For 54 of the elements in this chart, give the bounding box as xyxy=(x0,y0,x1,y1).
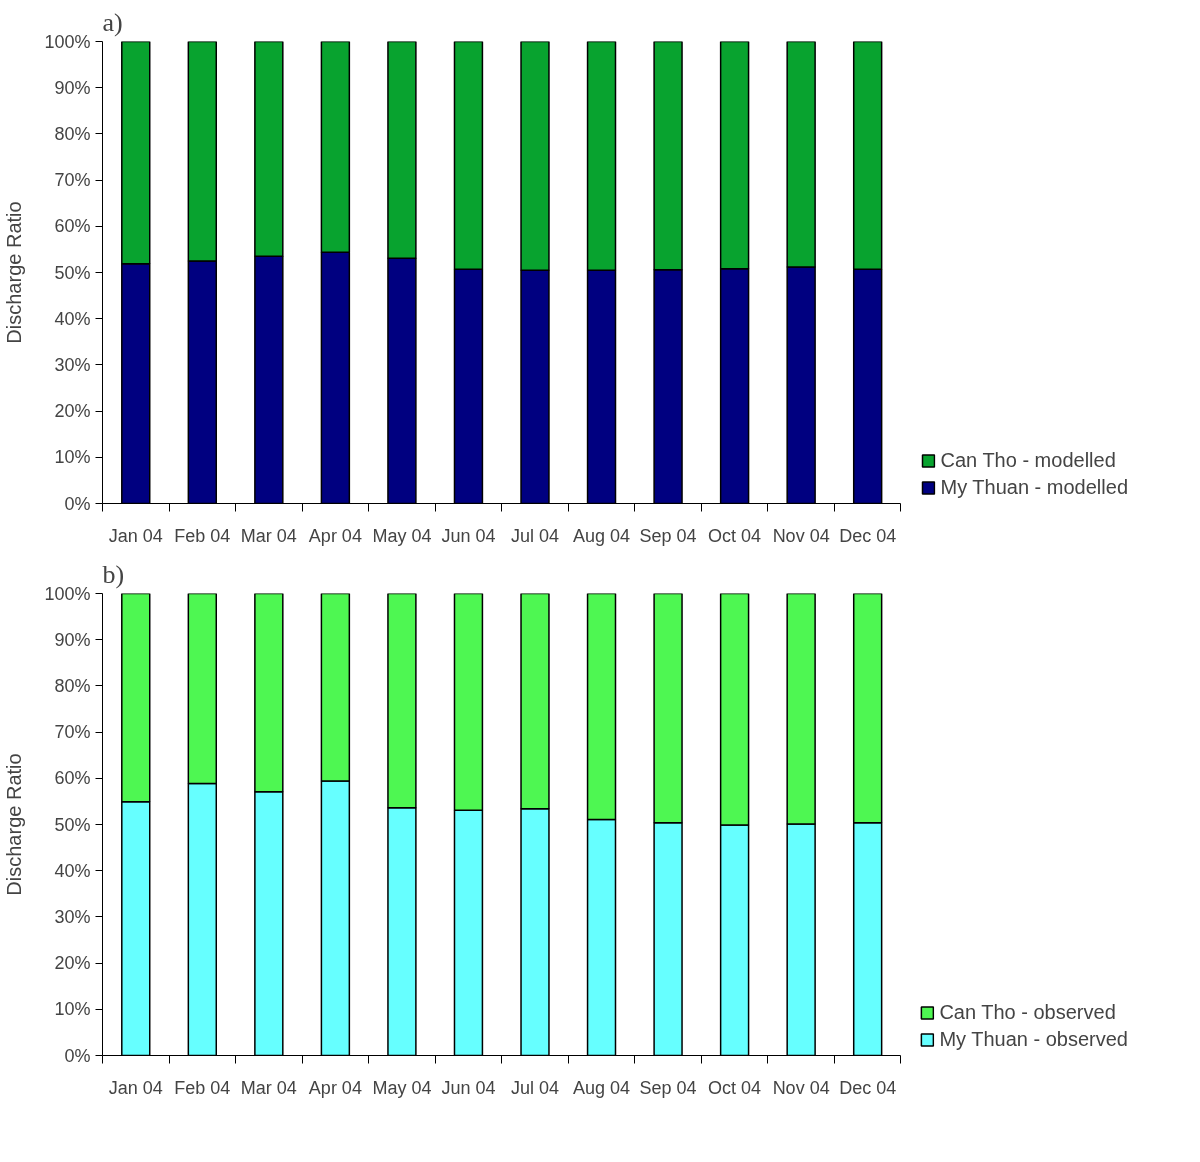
x-tick-label: Apr 04 xyxy=(308,1077,362,1098)
y-tick-label: 100% xyxy=(44,583,91,604)
x-tick-label: Apr 04 xyxy=(308,525,362,546)
x-tick-label: Feb 04 xyxy=(174,1077,231,1098)
y-tick-label: 50% xyxy=(54,814,91,835)
x-tick-label: Sep 04 xyxy=(639,1077,697,1098)
y-tick-label: 30% xyxy=(54,906,91,927)
y-tick-label: 0% xyxy=(64,493,91,514)
y-tick-label: 80% xyxy=(54,123,91,144)
x-tick-label: Oct 04 xyxy=(708,525,762,546)
x-tick-label: Aug 04 xyxy=(573,525,631,546)
legend-label: My Thuan - modelled xyxy=(940,476,1128,499)
x-tick-label: May 04 xyxy=(372,1077,432,1098)
y-tick-label: 20% xyxy=(54,401,91,422)
y-tick-label: 90% xyxy=(54,77,91,98)
x-tick-label: Dec 04 xyxy=(839,1077,897,1098)
chart-title: a) xyxy=(102,7,123,37)
y-tick-label: 50% xyxy=(54,262,91,283)
x-tick-label: Jul 04 xyxy=(510,1077,560,1098)
y-tick-label: 100% xyxy=(44,31,91,52)
legend-label: My Thuan - observed xyxy=(939,1028,1128,1051)
x-tick-label: Oct 04 xyxy=(708,1077,762,1098)
y-tick-label: 40% xyxy=(54,308,91,329)
y-tick-label: 30% xyxy=(54,354,91,375)
y-tick-label: 60% xyxy=(54,216,91,237)
x-tick-label: Jun 04 xyxy=(441,525,496,546)
y-axis-title: Discharge Ratio xyxy=(3,201,26,344)
y-tick-label: 90% xyxy=(54,629,91,650)
x-tick-label: Feb 04 xyxy=(174,525,231,546)
legend-label: Can Tho - observed xyxy=(939,1001,1116,1024)
y-tick-label: 80% xyxy=(54,675,91,696)
y-tick-label: 60% xyxy=(54,768,91,789)
y-tick-label: 70% xyxy=(54,722,91,743)
x-tick-label: Aug 04 xyxy=(573,1077,631,1098)
x-tick-label: Nov 04 xyxy=(772,1077,830,1098)
x-tick-label: Dec 04 xyxy=(839,525,897,546)
x-tick-label: Nov 04 xyxy=(772,525,830,546)
legend-label: Can Tho - modelled xyxy=(940,449,1116,472)
x-tick-label: Jan 04 xyxy=(108,1077,163,1098)
y-tick-label: 0% xyxy=(64,1045,91,1066)
y-tick-label: 20% xyxy=(54,953,91,974)
x-tick-label: Jul 04 xyxy=(510,525,560,546)
x-tick-label: Mar 04 xyxy=(240,525,297,546)
x-tick-label: Jun 04 xyxy=(441,1077,496,1098)
x-tick-label: May 04 xyxy=(372,525,432,546)
x-tick-label: Jan 04 xyxy=(108,525,163,546)
y-tick-label: 10% xyxy=(54,447,91,468)
y-tick-label: 10% xyxy=(54,999,91,1020)
chart-title: b) xyxy=(102,559,125,589)
y-tick-label: 70% xyxy=(54,170,91,191)
x-tick-label: Mar 04 xyxy=(240,1077,297,1098)
x-tick-label: Sep 04 xyxy=(639,525,697,546)
y-tick-label: 40% xyxy=(54,860,91,881)
y-axis-title: Discharge Ratio xyxy=(3,753,26,896)
